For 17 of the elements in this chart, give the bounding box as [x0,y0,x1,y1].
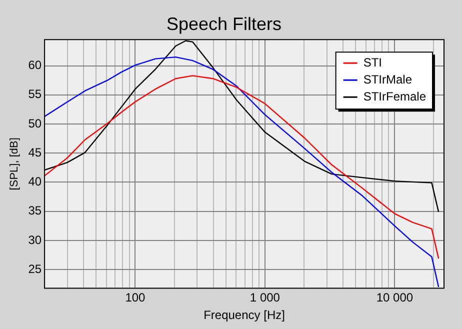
chart-title: Speech Filters [166,14,282,34]
y-tick-label: 40 [28,174,42,189]
legend-label: STIrFemale [363,89,426,104]
y-tick-label: 55 [28,87,42,102]
legend-label: STIrMale [363,72,412,86]
y-tick-label: 45 [28,145,42,160]
y-tick-label: 30 [28,232,42,247]
x-tick-label: 10 000 [376,290,414,305]
x-tick-label: 1 000 [250,290,280,305]
y-tick-label: 50 [28,116,42,130]
y-tick-label: 25 [28,262,42,276]
x-axis-title: Frequency [Hz] [204,308,285,322]
y-axis-title: [SPL], [dB] [8,138,21,190]
x-tick-label: 100 [125,290,146,305]
y-tick-label: 35 [28,204,42,218]
legend-label: STI [363,55,382,70]
y-tick-label: 60 [28,58,42,72]
